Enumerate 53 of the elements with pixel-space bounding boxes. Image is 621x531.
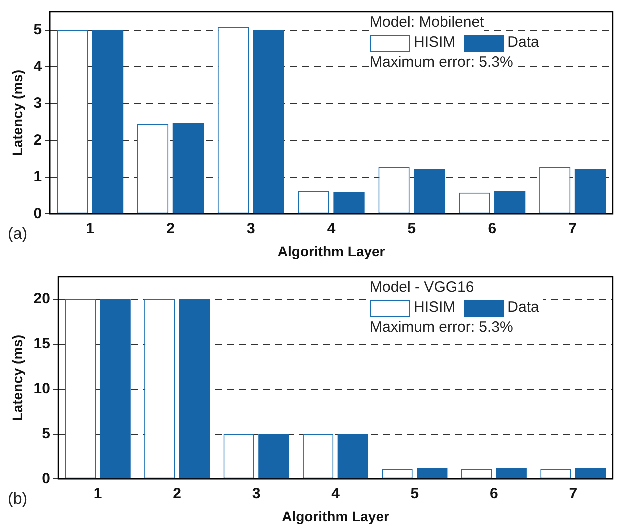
bar [100, 299, 131, 479]
text: (b) [8, 491, 28, 509]
x-tick-label: 4 [327, 220, 336, 238]
y-tick-label: 1 [34, 168, 42, 186]
legend-label: HISIM [414, 33, 456, 53]
y-tick-label: 15 [34, 336, 50, 353]
y-axis-title: Latency (ms) [9, 70, 26, 156]
y-tick-label: 20 [34, 290, 50, 308]
bar [334, 192, 365, 214]
x-tick-label: 2 [173, 485, 182, 502]
y-tick-label: 3 [34, 95, 42, 112]
bar [92, 30, 124, 214]
legend-label: Data [508, 298, 540, 318]
bar [338, 434, 369, 479]
x-tick-label: 3 [252, 485, 261, 502]
y-tick-label: 4 [34, 58, 43, 76]
x-tick-label: 6 [488, 220, 497, 238]
bar [496, 468, 527, 479]
bar [172, 123, 204, 214]
y-tick-label: 5 [42, 425, 50, 442]
annotation: Model - VGG16 [370, 278, 474, 298]
y-tick-label: 2 [34, 132, 42, 149]
text: (a) [8, 226, 28, 244]
bar [494, 191, 526, 214]
annotation: Maximum error: 5.3% [370, 53, 514, 73]
x-axis-title: Algorithm Layer [282, 508, 390, 524]
y-tick-label: 0 [34, 205, 42, 222]
annotation: Maximum error: 5.3% [370, 318, 514, 338]
legend-label: Data [508, 33, 540, 53]
legend-label: HISIM [414, 298, 456, 318]
x-tick-label: 1 [94, 485, 102, 502]
bar [574, 168, 606, 214]
x-axis-title: Algorithm Layer [278, 243, 386, 260]
y-tick-label: 0 [42, 470, 50, 488]
x-tick-label: 6 [490, 485, 498, 502]
y-axis-title: Latency (ms) [9, 334, 26, 422]
y-tick-label: 10 [34, 380, 50, 398]
x-tick-label: 7 [569, 485, 578, 502]
x-tick-label: 1 [86, 220, 95, 238]
x-tick-label: 2 [166, 220, 175, 238]
bar [417, 468, 448, 479]
x-tick-label: 7 [568, 220, 577, 238]
x-tick-label: 4 [332, 485, 341, 502]
bar [258, 434, 290, 479]
annotation: Model: Mobilenet [370, 13, 484, 33]
bar [414, 168, 446, 214]
bar [575, 468, 606, 479]
x-tick-label: 5 [410, 485, 420, 502]
x-tick-label: 3 [246, 220, 256, 238]
bar [253, 30, 284, 214]
bar [179, 299, 210, 479]
y-tick-label: 5 [34, 22, 42, 39]
x-tick-label: 5 [408, 220, 416, 238]
